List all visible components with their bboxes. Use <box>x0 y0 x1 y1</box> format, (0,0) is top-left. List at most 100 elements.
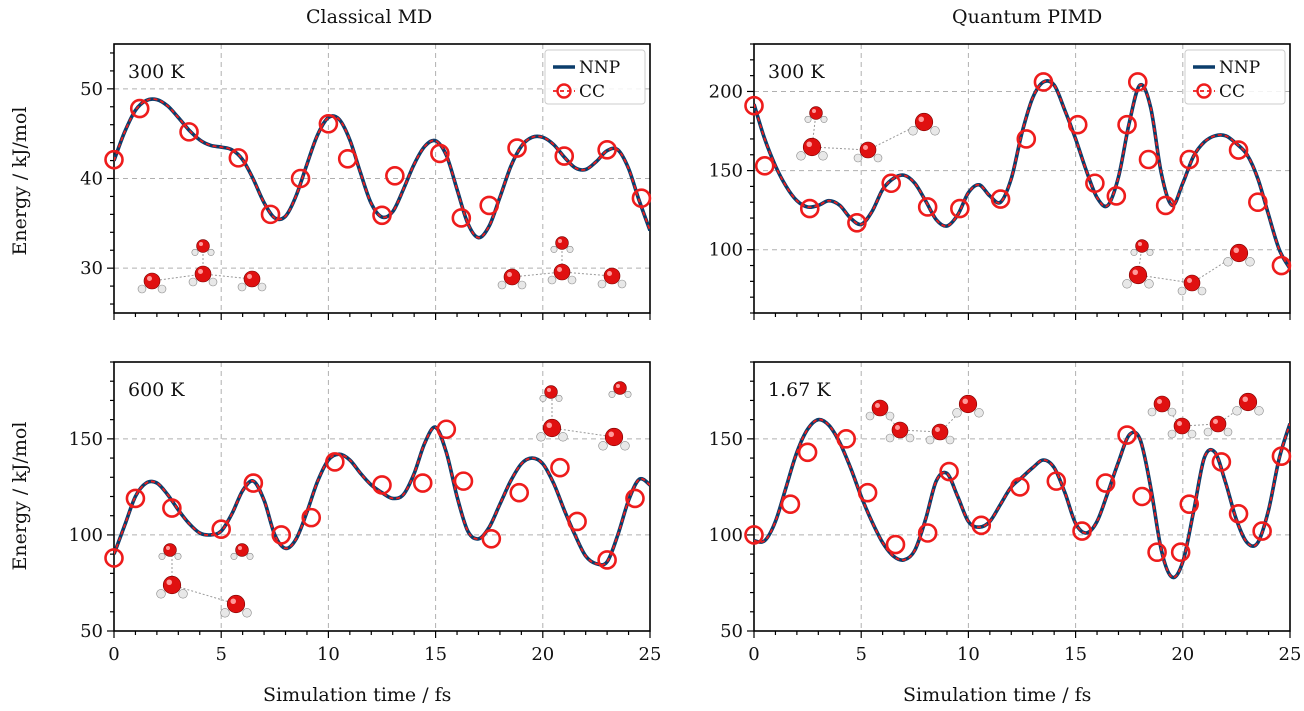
cc-point <box>507 138 527 158</box>
x-tick-label: 15 <box>424 644 447 665</box>
cc-point <box>430 143 450 164</box>
water-molecule-icon <box>536 418 568 442</box>
cc-point <box>479 195 500 216</box>
cc-point <box>1067 114 1088 135</box>
water-molecule-icon <box>1223 243 1255 267</box>
water-molecule-icon <box>952 394 984 418</box>
y-tick-label: 50 <box>80 79 103 100</box>
cc-point <box>554 146 575 166</box>
water-molecule-icon <box>598 427 630 451</box>
cc-point <box>162 498 182 518</box>
water-molecule-icon <box>497 268 527 290</box>
cc-point <box>625 488 645 509</box>
water-molecule-icon <box>908 112 940 136</box>
panel-4: 0 5 10 15 20 25 50 100 150 1.67 K <box>709 361 1301 665</box>
cc-point <box>271 525 292 545</box>
cc-point <box>1228 140 1249 160</box>
cc-point <box>885 534 906 555</box>
cc-point <box>453 471 474 491</box>
nnp-series-line <box>114 425 650 567</box>
nnp-series-line <box>114 97 650 240</box>
cc-point <box>290 168 311 189</box>
water-molecule-icon <box>156 575 188 599</box>
y-tick-label: 40 <box>80 169 103 190</box>
cc-point <box>1127 72 1148 92</box>
water-molecule-icon <box>804 106 828 123</box>
cc-point <box>125 488 146 509</box>
cc-series-line <box>754 79 1290 270</box>
water-molecule-icon <box>865 399 895 421</box>
cc-series-line <box>754 418 1290 579</box>
hydrogen-bond <box>1191 252 1240 284</box>
temperature-label: 300 K <box>768 61 825 83</box>
panel-2: 100 150 200 300 K NNP CC <box>709 43 1292 320</box>
x-tick-label: 5 <box>215 644 226 665</box>
cc-point <box>780 494 801 514</box>
y-tick-label: 200 <box>709 81 743 102</box>
hydrogen-bond <box>811 146 869 151</box>
col-title-classical: Classical MD <box>306 6 433 28</box>
xlabel-right: Simulation time / fs <box>903 684 1092 706</box>
cc-point <box>799 198 820 219</box>
y-tick-label: 150 <box>709 161 743 182</box>
legend-cc-swatch-marker <box>556 83 572 99</box>
cc-point <box>260 204 281 225</box>
hydrogen-bond <box>171 584 237 605</box>
x-tick-label: 0 <box>108 644 119 665</box>
water-molecule-icon <box>1232 392 1264 416</box>
legend-cc-label: CC <box>579 82 605 102</box>
legend-nnp-label: NNP <box>1219 58 1260 78</box>
cc-point <box>211 519 231 539</box>
cc-point <box>1117 425 1137 445</box>
water-molecule-icon <box>885 421 915 443</box>
cc-point <box>1271 255 1292 276</box>
water-molecule-icon <box>608 381 632 398</box>
axes-frame <box>113 361 651 632</box>
cc-point <box>567 511 587 532</box>
cc-point <box>917 197 938 217</box>
cc-point <box>318 114 339 134</box>
y-tick-label: 100 <box>709 525 743 546</box>
cc-point <box>881 173 902 194</box>
cc-point <box>550 457 570 478</box>
cc-point <box>243 473 264 493</box>
nnp-series-line <box>754 417 1290 580</box>
cc-point <box>1095 473 1116 493</box>
x-tick-label: 20 <box>531 644 554 665</box>
water-molecule-icon <box>539 385 563 402</box>
water-molecule-icon <box>188 265 218 287</box>
temperature-label: 300 K <box>128 61 185 83</box>
x-tick-label: 5 <box>855 644 866 665</box>
cc-point <box>1033 72 1054 92</box>
panel-1: 30 40 50 300 K NNP CC <box>80 43 652 320</box>
water-molecule-icon <box>925 423 955 445</box>
cc-point <box>1228 503 1249 524</box>
cc-point <box>1179 494 1200 514</box>
cc-point <box>1155 195 1176 216</box>
water-molecule-icon <box>1203 415 1233 437</box>
cc-point <box>939 461 959 482</box>
cc-point <box>971 515 992 536</box>
cc-point <box>1252 521 1272 541</box>
y-tick-label: 150 <box>69 429 103 450</box>
cc-point <box>744 525 764 545</box>
cc-point <box>1072 521 1092 541</box>
x-tick-label: 0 <box>748 644 759 665</box>
cc-point <box>1147 542 1167 563</box>
water-molecule-icon <box>1167 417 1197 439</box>
water-molecule-icon <box>597 267 627 289</box>
x-tick-label: 10 <box>317 644 340 665</box>
hydrogen-bond <box>511 271 563 278</box>
water-molecule-icon <box>853 141 883 163</box>
temperature-label: 600 K <box>128 379 185 401</box>
cc-point <box>754 156 775 176</box>
legend: NNP CC <box>1184 49 1286 105</box>
water-molecule-icon <box>191 239 215 256</box>
cc-point <box>1010 477 1030 497</box>
cc-point <box>436 419 457 440</box>
cc-point <box>1106 186 1127 206</box>
hydrogen-bond <box>151 273 204 282</box>
cc-point <box>631 188 652 209</box>
y-tick-label: 50 <box>720 621 743 642</box>
